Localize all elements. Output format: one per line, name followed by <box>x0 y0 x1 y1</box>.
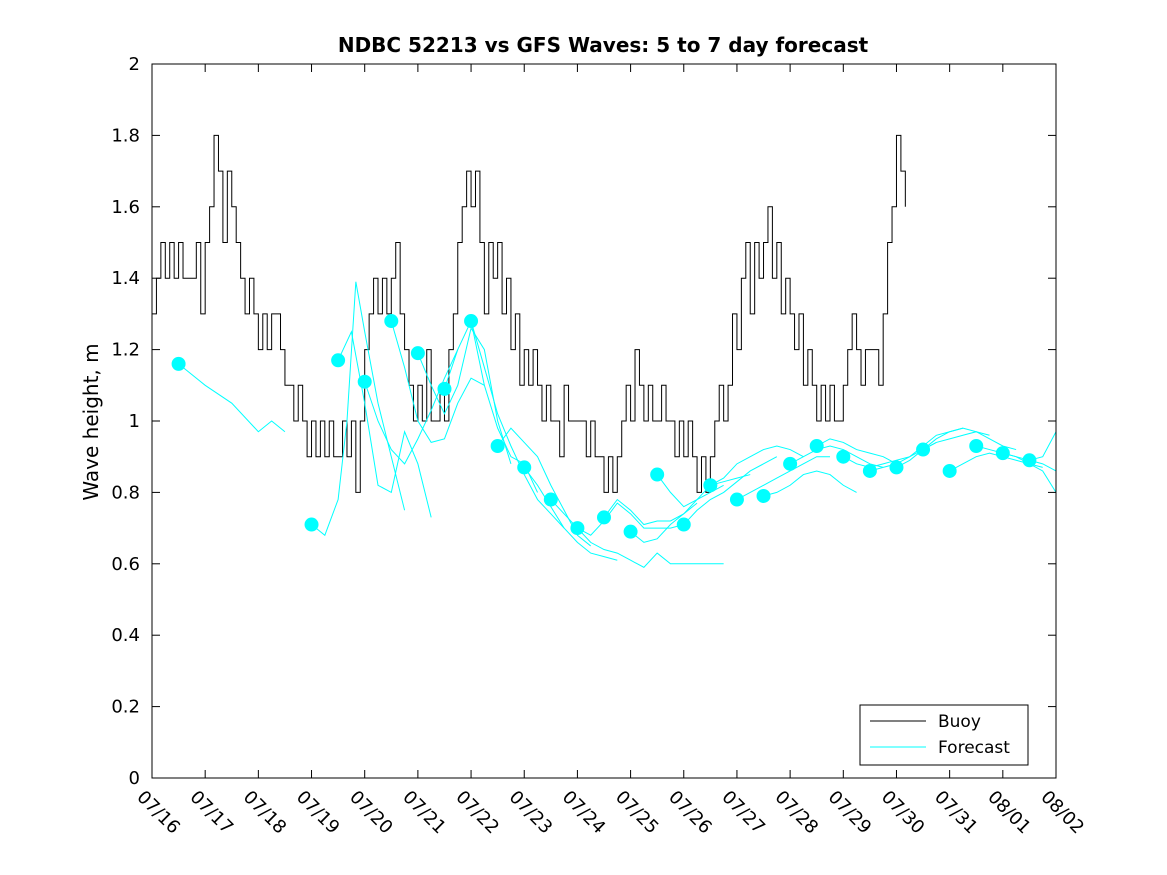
y-tick-label: 0.4 <box>111 625 140 646</box>
plot-area <box>152 134 1057 568</box>
forecast-start-point <box>916 442 931 457</box>
legend: Buoy Forecast <box>859 704 1029 766</box>
y-tick-label: 0.2 <box>111 697 140 718</box>
forecast-start-point <box>570 521 585 536</box>
x-tick-label: 07/17 <box>186 787 238 839</box>
forecast-run-line <box>311 281 406 537</box>
forecast-start-point <box>676 517 691 532</box>
forecast-start-point <box>889 460 904 475</box>
forecast-run-line <box>523 467 618 561</box>
forecast-start-point <box>862 463 877 478</box>
y-tick-label: 1.6 <box>111 197 140 218</box>
x-tick-label: 07/16 <box>132 787 184 839</box>
forecast-run-line <box>789 445 884 468</box>
forecast-start-point <box>729 492 744 507</box>
forecast-start-point <box>304 517 319 532</box>
forecast-run-line <box>417 326 512 464</box>
legend-buoy-label: Buoy <box>938 712 981 732</box>
x-tick-label: 07/24 <box>558 787 610 839</box>
forecast-start-point <box>331 353 346 368</box>
forecast-start-point <box>756 488 771 503</box>
x-tick-label: 08/01 <box>983 787 1035 839</box>
x-tick-label: 07/29 <box>824 787 876 839</box>
forecast-run-line <box>763 470 857 497</box>
forecast-start-point <box>410 346 425 361</box>
forecast-start-point <box>517 460 532 475</box>
forecast-run-line <box>390 320 485 443</box>
x-tick-label: 07/25 <box>611 787 663 839</box>
y-tick-label: 1.8 <box>111 125 140 146</box>
forecast-start-point <box>809 438 824 453</box>
y-tick-label: 0.8 <box>111 482 140 503</box>
x-tick-label: 08/02 <box>1036 787 1088 839</box>
legend-forecast-label: Forecast <box>938 738 1010 758</box>
buoy-series-line <box>152 134 906 493</box>
forecast-start-point <box>171 356 186 371</box>
axes-box <box>151 63 1057 779</box>
x-tick-label: 07/20 <box>345 787 397 839</box>
forecast-start-point <box>597 510 611 525</box>
legend-box <box>859 704 1029 766</box>
forecast-run-line <box>816 438 897 465</box>
x-tick-label: 07/26 <box>664 787 716 839</box>
x-tick-label: 07/27 <box>717 787 769 839</box>
forecast-run-line <box>736 456 830 500</box>
chart-title: NDBC 52213 vs GFS Waves: 5 to 7 day fore… <box>338 33 869 57</box>
forecast-start-point <box>942 463 957 478</box>
forecast-start-point <box>969 438 984 453</box>
y-tick-label: 0 <box>129 768 140 789</box>
forecast-start-point <box>357 374 372 389</box>
forecast-run-line <box>470 320 565 529</box>
y-tick-label: 1.4 <box>111 268 140 289</box>
x-tick-label: 07/19 <box>292 787 344 839</box>
forecast-start-point <box>623 524 638 539</box>
forecast-start-point <box>464 314 479 329</box>
forecast-run-line <box>577 502 684 536</box>
forecast-start-point <box>384 314 399 329</box>
x-tick-label: 07/30 <box>877 787 929 839</box>
forecast-start-point <box>1022 453 1037 468</box>
x-tick-label: 07/21 <box>398 787 450 839</box>
y-tick-label: 0.6 <box>111 554 140 575</box>
forecast-run-line <box>922 431 1017 451</box>
forecast-start-point <box>783 456 798 471</box>
x-tick-label: 07/23 <box>505 787 557 839</box>
forecast-start-point <box>437 381 452 396</box>
forecast-run-line <box>710 445 804 486</box>
x-tick-label: 07/22 <box>452 787 504 839</box>
x-tick-label: 07/18 <box>239 787 291 839</box>
y-tick-label: 1 <box>129 411 140 432</box>
forecast-run-line <box>896 427 990 468</box>
forecast-start-point <box>995 446 1010 461</box>
x-tick-label: 07/31 <box>930 787 982 839</box>
forecast-start-point <box>836 449 851 464</box>
forecast-run-line <box>976 445 1057 493</box>
forecast-start-point <box>703 478 718 493</box>
forecast-run-line <box>683 456 778 525</box>
y-axis-label: Wave height, m <box>79 343 103 500</box>
forecast-start-point <box>650 467 665 482</box>
y-tick-label: 1.2 <box>111 340 140 361</box>
forecast-run-line <box>630 484 724 543</box>
forecast-run-line <box>656 474 751 508</box>
y-tick-label: 2 <box>129 54 140 75</box>
forecast-start-point <box>543 492 558 507</box>
forecast-run-line <box>337 330 432 518</box>
forecast-run-line <box>178 363 286 433</box>
forecast-start-point <box>490 438 505 453</box>
x-tick-label: 07/28 <box>771 787 823 839</box>
